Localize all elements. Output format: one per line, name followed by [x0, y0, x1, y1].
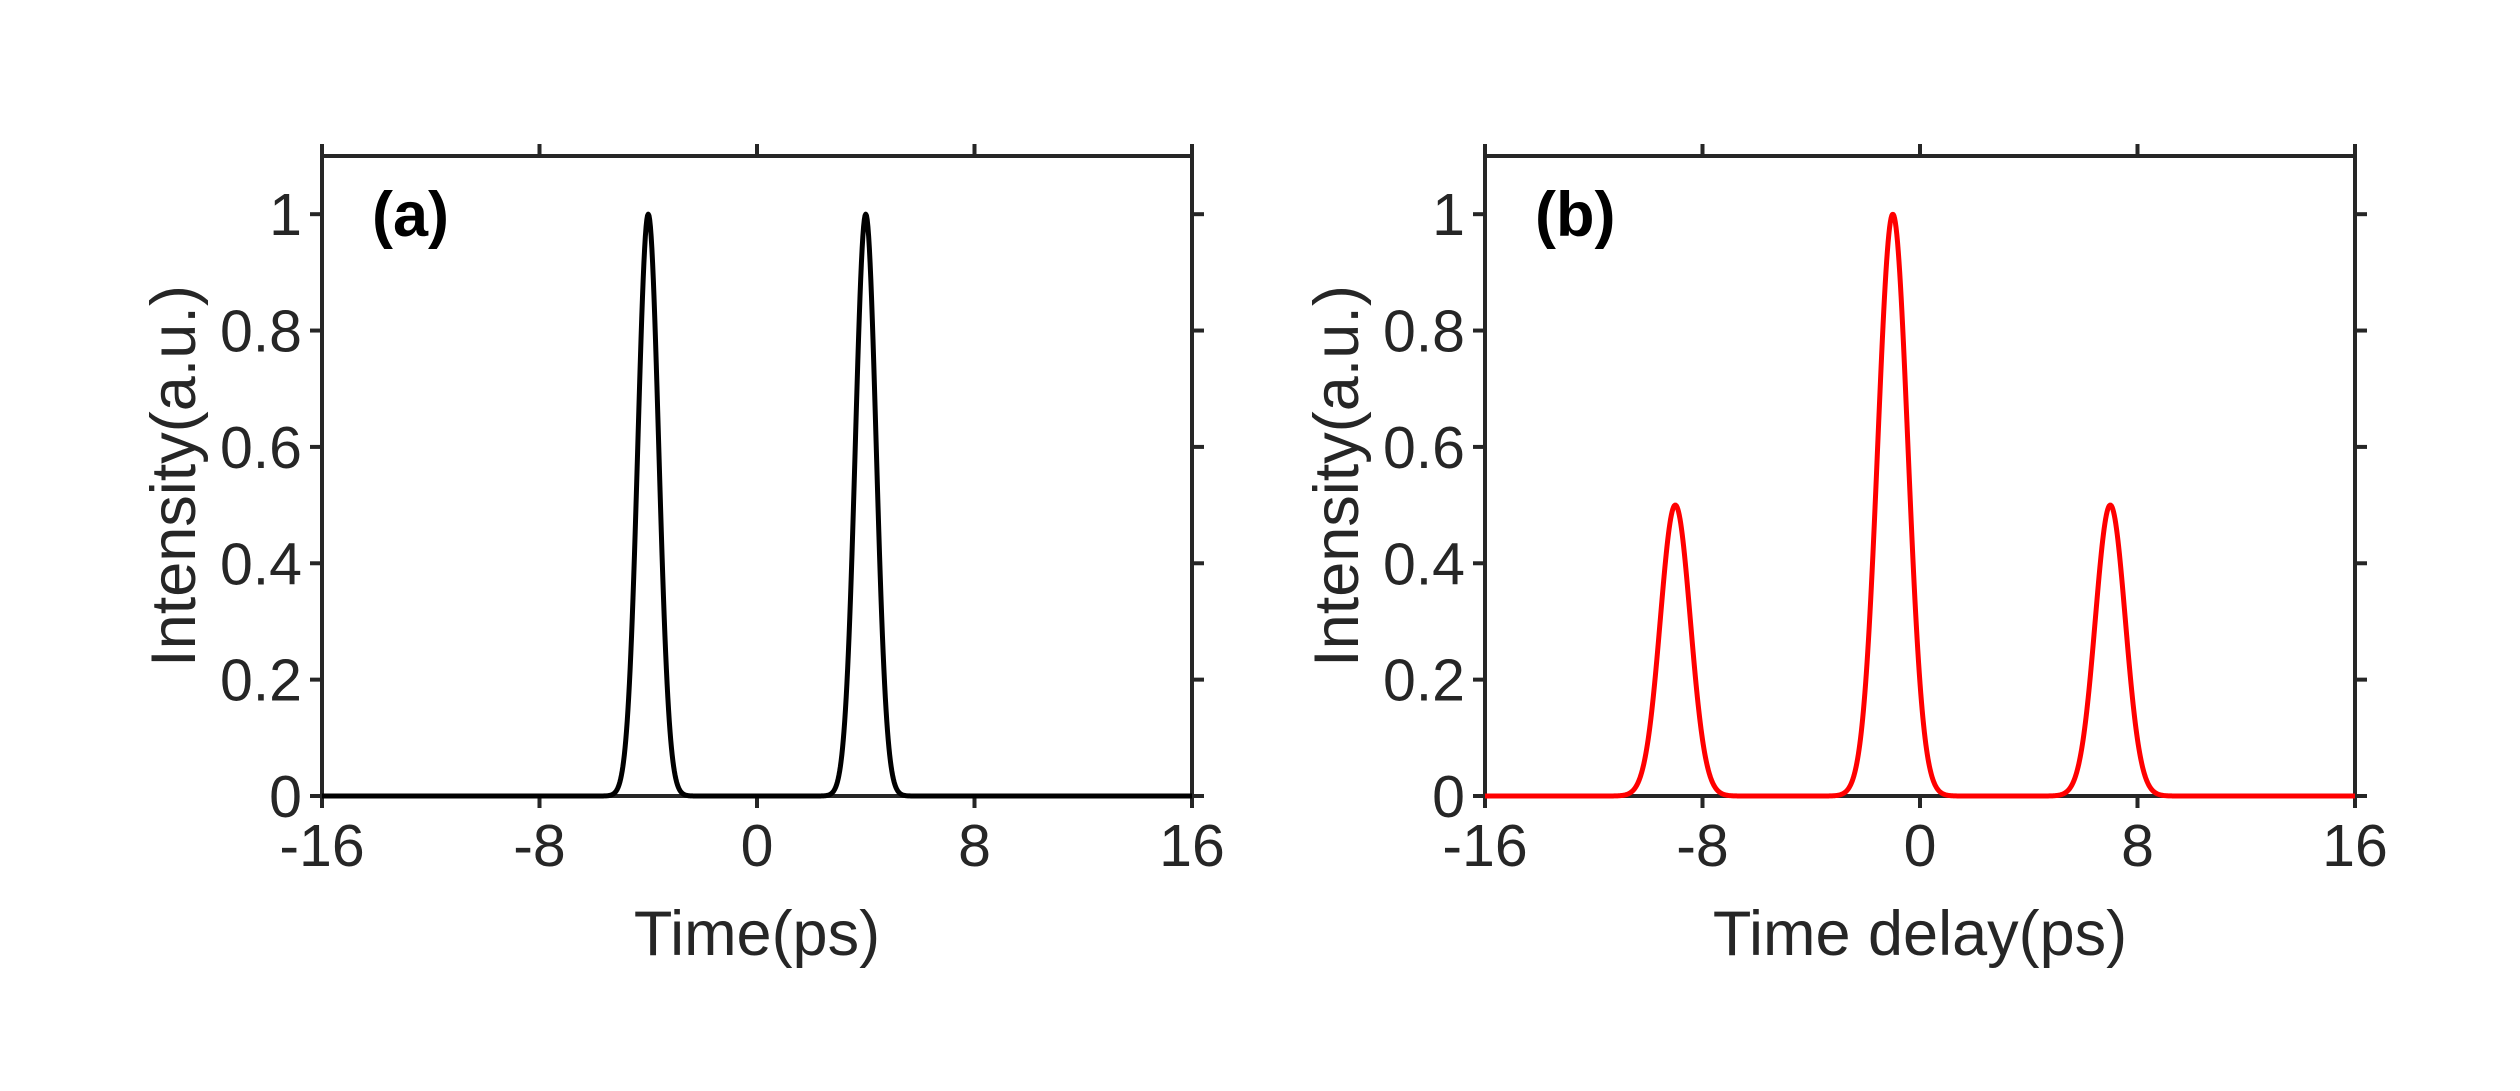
y-tick-label: 0.2	[220, 648, 302, 714]
x-tick-labels: -16 -8 0 8 16	[279, 813, 1224, 879]
y-tick-label: 1	[269, 182, 302, 248]
x-axis-title: Time(ps)	[634, 899, 880, 969]
x-tick-labels: -16 -8 0 8 16	[1442, 813, 2387, 879]
panel-label: (a)	[372, 180, 449, 250]
panel-label: (b)	[1535, 180, 1615, 250]
chart-panel-a: -16 -8 0 8 16 0 0.2 0.4 0.6 0.8 1 Time(p…	[139, 144, 1225, 969]
y-tick-label: 1	[1432, 182, 1465, 248]
x-tick-label: -16	[279, 813, 364, 879]
y-tick-labels: 0 0.2 0.4 0.6 0.8 1	[1383, 182, 1465, 830]
y-tick-label: 0.8	[1383, 299, 1465, 365]
y-tick-label: 0.6	[220, 415, 302, 481]
y-tick-label: 0.8	[220, 299, 302, 365]
x-tick-label: 0	[741, 813, 774, 879]
x-tick-label: 0	[1904, 813, 1937, 879]
y-tick-label: 0	[1432, 764, 1465, 830]
x-tick-label: -16	[1442, 813, 1527, 879]
plot-area-frame	[320, 154, 1194, 798]
y-tick-label: 0.6	[1383, 415, 1465, 481]
y-tick-label: 0.2	[1383, 648, 1465, 714]
y-axis-title: Intensity(a.u.)	[139, 285, 209, 667]
x-tick-label: -8	[1676, 813, 1728, 879]
axis-ticks	[310, 144, 1204, 808]
y-tick-labels: 0 0.2 0.4 0.6 0.8 1	[220, 182, 302, 830]
series-line-autocorrelation	[1483, 211, 2357, 799]
x-axis-title: Time delay(ps)	[1713, 899, 2127, 969]
y-tick-label: 0.4	[220, 531, 302, 597]
x-tick-label: -8	[513, 813, 565, 879]
y-tick-label: 0.4	[1383, 531, 1465, 597]
y-tick-label: 0	[269, 764, 302, 830]
x-tick-label: 8	[2121, 813, 2154, 879]
chart-panel-b: -16 -8 0 8 16 0 0.2 0.4 0.6 0.8 1 Time d…	[1302, 144, 2388, 969]
x-tick-label: 8	[958, 813, 991, 879]
x-tick-label: 16	[1159, 813, 1225, 879]
x-tick-label: 16	[2322, 813, 2388, 879]
series-line-pulse-pair	[320, 211, 1194, 799]
y-axis-title: Intensity(a.u.)	[1302, 285, 1372, 667]
